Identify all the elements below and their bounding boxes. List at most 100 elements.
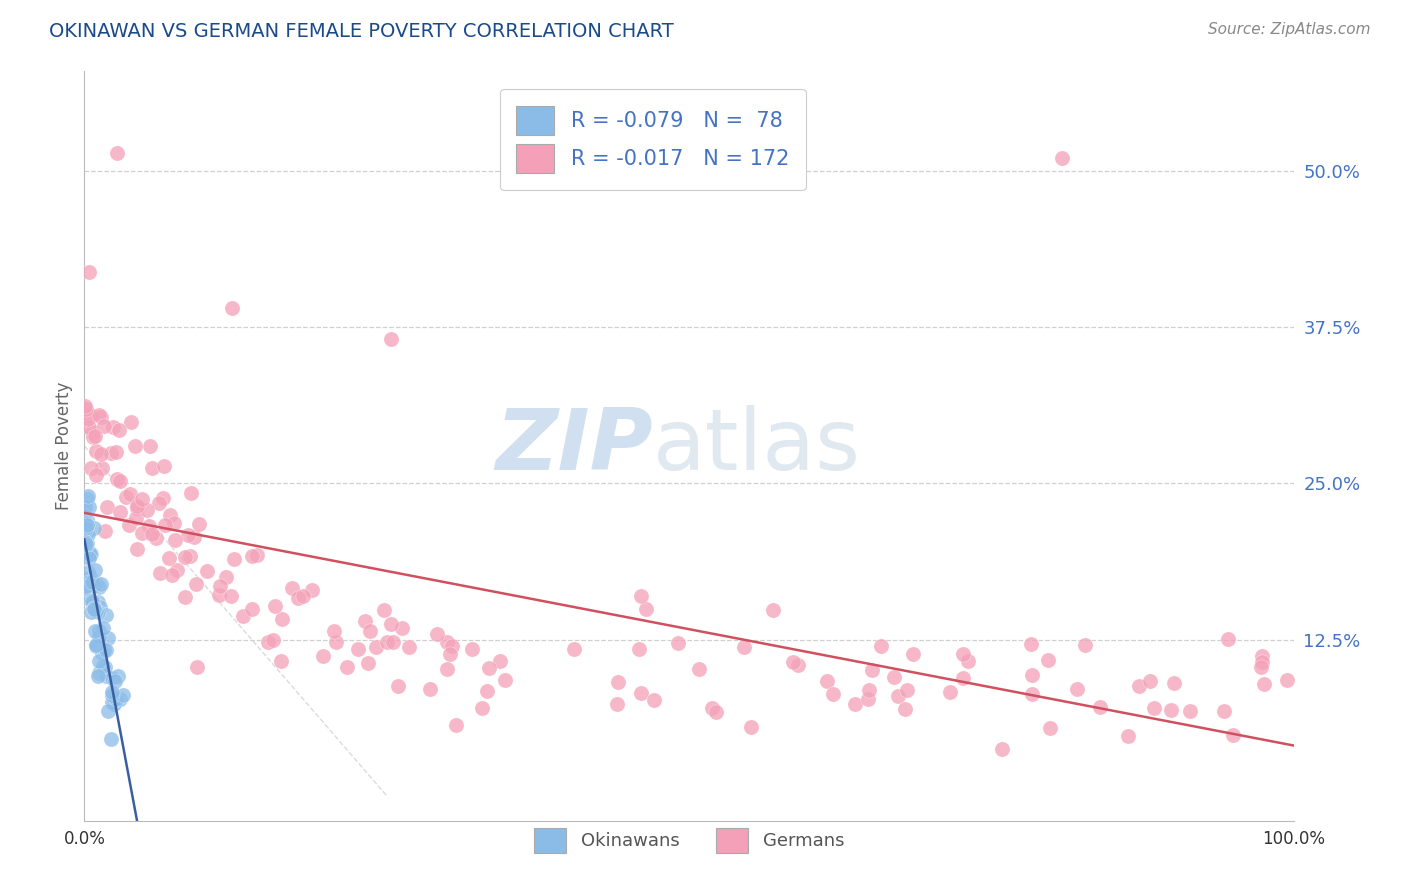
Point <box>188 517 211 532</box>
Point <box>815 674 838 689</box>
Point <box>195 565 218 579</box>
Point <box>630 686 652 700</box>
Point <box>94 524 117 538</box>
Point <box>165 533 187 548</box>
Point <box>100 672 122 686</box>
Point <box>107 669 129 683</box>
Point <box>353 614 375 628</box>
Point <box>76 411 98 425</box>
Point <box>89 666 111 681</box>
Point <box>90 409 112 424</box>
Point <box>391 622 413 636</box>
Point <box>177 528 200 542</box>
Point <box>138 519 160 533</box>
Point <box>1074 639 1097 653</box>
Point <box>94 668 117 682</box>
Point <box>87 605 110 619</box>
Point <box>262 633 284 648</box>
Point <box>186 577 208 591</box>
Point <box>127 542 149 557</box>
Text: ZIP: ZIP <box>495 404 652 488</box>
Point <box>80 460 103 475</box>
Point <box>75 539 97 553</box>
Point <box>347 641 370 656</box>
Point <box>952 671 974 685</box>
Point <box>83 521 105 535</box>
Point <box>375 635 398 649</box>
Point <box>131 491 153 506</box>
Point <box>93 418 115 433</box>
Point <box>240 602 263 616</box>
Point <box>1050 151 1073 165</box>
Point <box>90 447 112 461</box>
Point <box>562 642 585 657</box>
Point <box>426 627 449 641</box>
Point <box>79 408 101 422</box>
Point <box>100 695 122 709</box>
Point <box>141 460 163 475</box>
Point <box>73 534 96 549</box>
Point <box>215 570 238 584</box>
Point <box>96 500 118 514</box>
Point <box>145 531 167 545</box>
Point <box>80 605 103 619</box>
Point <box>107 423 129 437</box>
Point <box>77 500 100 514</box>
Point <box>159 508 181 522</box>
Point <box>80 547 103 561</box>
Point <box>84 639 107 653</box>
Point <box>125 501 148 516</box>
Point <box>83 575 105 590</box>
Point <box>1251 649 1274 664</box>
Point <box>221 301 243 316</box>
Point <box>73 509 96 524</box>
Point <box>1021 687 1043 701</box>
Point <box>87 580 110 594</box>
Point <box>76 536 98 550</box>
Point <box>103 698 125 712</box>
Point <box>991 742 1014 756</box>
Point <box>73 500 96 515</box>
Point <box>382 634 405 648</box>
Point <box>86 669 108 683</box>
Point <box>219 589 242 603</box>
Point <box>1222 728 1244 742</box>
Point <box>1066 681 1088 696</box>
Point <box>471 701 494 715</box>
Point <box>232 609 254 624</box>
Point <box>90 461 112 475</box>
Point <box>1021 668 1043 682</box>
Point <box>896 682 918 697</box>
Point <box>79 570 101 584</box>
Point <box>475 684 498 698</box>
Point <box>280 581 302 595</box>
Point <box>183 529 205 543</box>
Point <box>77 524 100 538</box>
Point <box>75 521 97 535</box>
Point <box>77 566 100 580</box>
Point <box>257 635 280 649</box>
Point <box>630 589 652 603</box>
Point <box>104 673 127 688</box>
Point <box>939 685 962 699</box>
Point <box>173 590 195 604</box>
Point <box>264 599 287 614</box>
Point <box>952 647 974 661</box>
Point <box>76 489 98 503</box>
Point <box>419 682 441 697</box>
Point <box>152 459 174 474</box>
Point <box>240 549 263 564</box>
Point <box>97 704 120 718</box>
Point <box>1019 637 1042 651</box>
Point <box>104 445 127 459</box>
Point <box>357 656 380 670</box>
Point <box>439 648 461 662</box>
Point <box>173 549 195 564</box>
Point <box>162 516 184 531</box>
Point <box>124 439 146 453</box>
Point <box>77 574 100 589</box>
Point <box>287 591 309 606</box>
Point <box>73 400 96 414</box>
Point <box>125 511 148 525</box>
Point <box>270 654 292 668</box>
